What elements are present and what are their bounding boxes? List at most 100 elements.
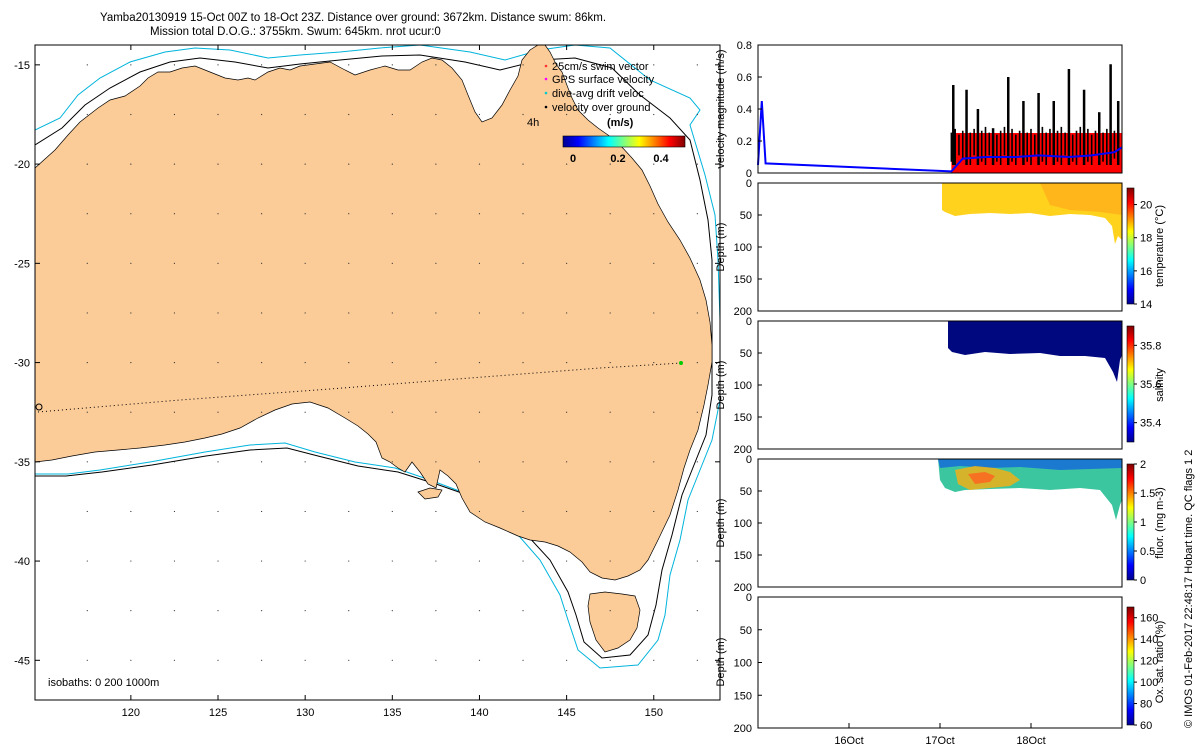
fluorescence-colorbar — [1126, 463, 1135, 581]
map-grid-dot — [435, 461, 437, 463]
velocity-y-axis: 0 0.2 0.4 0.6 0.8 — [737, 40, 762, 180]
map-grid-dot — [653, 461, 655, 463]
map-grid-dot — [696, 312, 698, 314]
oxygen-ylabel: Depth (m) — [715, 638, 727, 687]
map-grid-dot — [653, 163, 655, 165]
colorbar-tick-label: 80 — [1140, 699, 1152, 711]
colorbar-tick-label: 1 — [1140, 517, 1146, 529]
map-grid-dot — [304, 213, 306, 215]
oxygen-colorbar-ticks: 60 80 100 120 140 160 — [1134, 613, 1158, 732]
map-frame — [34, 44, 721, 701]
map-grid-dot — [217, 312, 219, 314]
map-grid-dot — [566, 510, 568, 513]
map-grid-dot — [86, 510, 88, 513]
time-tick-label: 18Oct — [1016, 735, 1045, 747]
map-y-tick-label: -45 — [14, 655, 30, 667]
map-grid-dot — [173, 163, 176, 165]
map-grid-dot — [478, 510, 481, 513]
map-grid-dot — [609, 213, 611, 215]
map-y-tick-label: -30 — [14, 358, 30, 370]
time-tick-label: 17Oct — [925, 735, 954, 747]
velocity-y-tick-label: 0.2 — [737, 136, 752, 148]
map-grid-dot — [696, 659, 698, 661]
map-grid-dot — [522, 411, 524, 413]
map-grid-dot — [696, 163, 698, 165]
temperature-ylabel: Depth (m) — [715, 223, 727, 272]
map-grid-dot — [304, 610, 306, 612]
map-grid-dot — [478, 113, 481, 116]
map-grid-dot — [478, 361, 481, 364]
map-grid-dot — [566, 461, 568, 463]
temperature-colorbar — [1126, 187, 1135, 305]
map-grid-dot — [653, 560, 655, 562]
map-grid-dot — [304, 113, 306, 116]
map-grid-dot — [86, 361, 88, 364]
colorbar-tick-label: 1.5 — [1140, 488, 1155, 500]
map-grid-dot — [348, 659, 350, 661]
map-grid-dot — [217, 461, 219, 463]
salinity-ylabel: Depth (m) — [715, 361, 727, 410]
map-grid-dot — [609, 610, 611, 612]
salinity-panel: 0 50 100 150 200 Depth (m) 35.4 35.6 35.8 sali… — [715, 316, 1166, 456]
map-grid-dot — [391, 610, 393, 612]
map-grid-dot — [260, 560, 263, 562]
velocity-y-tick-label: 0.8 — [737, 40, 752, 52]
map-grid-dot — [435, 64, 437, 66]
map-grid-dot — [173, 113, 176, 116]
map-grid-dot — [348, 312, 350, 314]
map-grid-dot — [696, 510, 698, 513]
map-grid-dot — [86, 659, 88, 661]
map-grid-dot — [304, 361, 306, 364]
map-grid-dot — [348, 213, 350, 215]
map-x-tick-label: 150 — [645, 707, 663, 719]
map-grid-dot — [348, 361, 350, 364]
map-grid-dot — [653, 64, 655, 66]
fluorescence-ylabel: Depth (m) — [715, 499, 727, 548]
temperature-panel: 0 50 100 150 200 Depth (m) 14 16 18 20 temperat… — [715, 178, 1166, 318]
map-grid-dot — [217, 213, 219, 215]
map-grid-dot — [435, 113, 437, 116]
map-grid-dot — [304, 411, 306, 413]
depth-tick-label: 200 — [734, 582, 752, 594]
map-grid-dot — [391, 113, 393, 116]
map-grid-dot — [391, 560, 393, 562]
depth-tick-label: 50 — [740, 625, 752, 637]
map-grid-dot — [348, 510, 350, 513]
temperature-clabel: temperature (°C) — [1154, 205, 1166, 287]
depth-tick-label: 50 — [740, 348, 752, 360]
map-grid-dot — [435, 610, 437, 612]
map-grid-dot — [348, 64, 350, 66]
map-grid-dot — [566, 312, 568, 314]
time-x-axis: 16Oct 17Oct 18Oct — [834, 723, 1046, 747]
map-grid-dot — [435, 262, 437, 264]
map-grid-dot — [260, 312, 263, 314]
map-grid-dot — [391, 361, 393, 364]
map-grid-dot — [478, 213, 481, 215]
oxygen-y-axis: 0 50 100 150 200 — [734, 592, 762, 735]
map-grid-dot — [435, 560, 437, 562]
map-grid-dot — [391, 163, 393, 165]
map-grid-dot — [173, 461, 176, 463]
map-grid-dot — [696, 64, 698, 66]
map-y-tick-label: -15 — [14, 60, 30, 72]
map-grid-dot — [304, 163, 306, 165]
map-grid-dots — [86, 64, 698, 661]
map-grid-dot — [522, 213, 524, 215]
isobath-200m — [35, 54, 713, 659]
map-grid-dot — [478, 262, 481, 264]
colorbar-tick-label: 16 — [1140, 266, 1152, 278]
map-grid-dot — [478, 163, 481, 165]
time-marker-label: 4h — [527, 117, 539, 129]
map-grid-dot — [217, 659, 219, 661]
colorbar-tick-label: 2 — [1140, 459, 1146, 471]
map-grid-dot — [260, 113, 263, 116]
map-grid-dot — [173, 262, 176, 264]
map-grid-dot — [391, 213, 393, 215]
map-grid-dot — [566, 262, 568, 264]
map-y-tick-label: -20 — [14, 159, 30, 171]
map-grid-dot — [435, 510, 437, 513]
depth-tick-label: 100 — [734, 242, 752, 254]
colorbar-tick-label: 35.4 — [1140, 418, 1161, 430]
oxygen-plot-area — [758, 597, 1122, 728]
